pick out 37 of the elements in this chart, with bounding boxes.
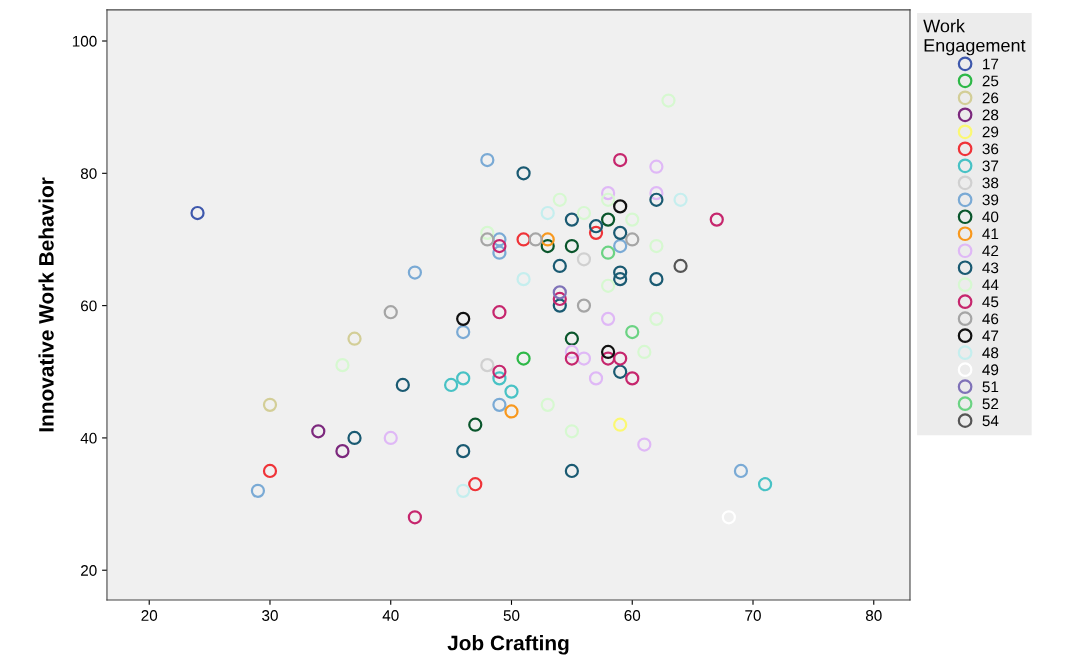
- x-tick-label: 30: [262, 610, 278, 621]
- legend-label: 36: [982, 143, 999, 155]
- x-tick-label: 70: [745, 610, 761, 621]
- legend-label: 52: [982, 398, 999, 410]
- legend-label: 17: [983, 58, 999, 70]
- legend-label: 46: [982, 313, 999, 325]
- legend-label: 29: [982, 126, 999, 138]
- legend-label: 41: [982, 228, 999, 240]
- legend-label: 26: [982, 92, 999, 104]
- y-tick-label: 100: [72, 35, 97, 47]
- x-tick-label: 40: [382, 610, 399, 621]
- y-tick-label: 20: [81, 565, 97, 576]
- legend-label: 47: [982, 330, 999, 342]
- legend-label: 45: [982, 296, 999, 308]
- legend-label: 42: [982, 245, 999, 257]
- legend-label: 43: [982, 262, 999, 274]
- x-tick-label: 20: [141, 610, 158, 621]
- x-tick-label: 60: [624, 610, 641, 621]
- legend-label: 49: [982, 364, 999, 376]
- x-axis-title: Job Crafting: [447, 635, 569, 655]
- y-axis-title: Innovative Work Behavior: [38, 177, 54, 432]
- y-tick-label: 60: [81, 300, 97, 312]
- legend-label: 40: [982, 211, 999, 223]
- legend-label: 54: [982, 415, 999, 427]
- y-tick-label: 80: [80, 168, 97, 179]
- legend-label: 37: [982, 160, 999, 172]
- legend-label: 38: [982, 177, 999, 189]
- y-tick-label: 40: [80, 432, 97, 444]
- x-tick-label: 80: [865, 610, 882, 621]
- legend-label: 48: [982, 347, 999, 359]
- legend-label: 28: [982, 109, 999, 121]
- legend-label: 25: [982, 75, 999, 87]
- x-tick-label: 50: [503, 610, 520, 621]
- legend-label: 51: [982, 381, 999, 393]
- legend-title: Work Engagement: [923, 19, 1026, 56]
- legend-label: 39: [982, 194, 999, 206]
- legend-label: 44: [982, 279, 999, 291]
